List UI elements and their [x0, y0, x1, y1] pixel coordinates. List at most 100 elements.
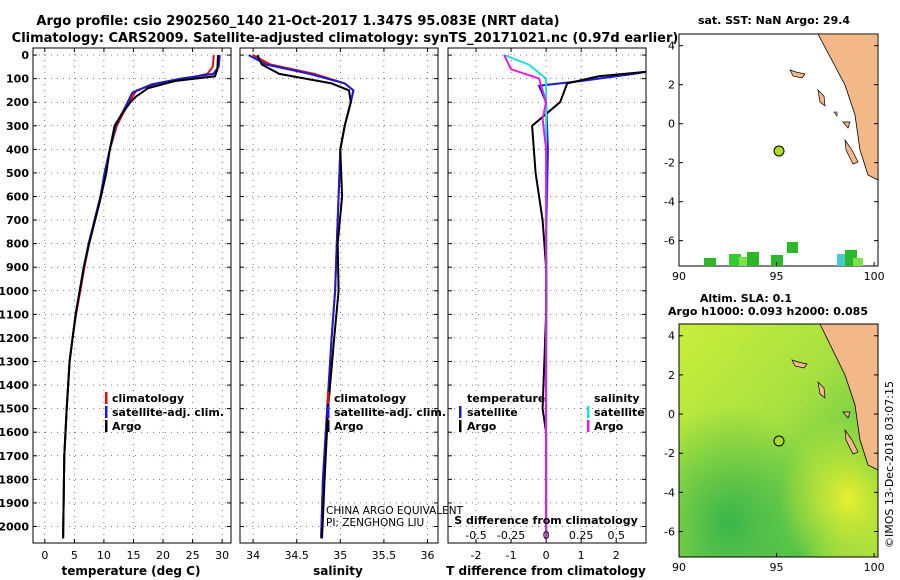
- series-line-climatology: [62, 54, 215, 539]
- depth-tick-label: 600: [6, 191, 29, 204]
- legend-label-climatology: climatology: [334, 392, 406, 405]
- map-y-tick-label: -6: [664, 526, 675, 539]
- legend-label-argo: Argo: [334, 420, 364, 433]
- s-tick-label: 0: [543, 529, 550, 542]
- s-difference-label: S difference from climatology: [454, 514, 638, 527]
- temperature-legend: climatology satellite-adj. clim. Argo: [105, 392, 224, 433]
- series-line-argo: [62, 55, 219, 539]
- legend-title-salinity: salinity: [594, 392, 640, 405]
- legend-swatch-argo: [327, 420, 330, 432]
- x-tick-label: 30: [215, 549, 229, 562]
- x-tick-label: 34: [246, 549, 260, 562]
- depth-tick-label: 1900: [0, 497, 29, 510]
- temperature-xlabel: temperature (deg C): [62, 564, 201, 578]
- depth-tick-label: 500: [6, 167, 29, 180]
- x-tick-label: 15: [126, 549, 140, 562]
- s-tick-label: 0.5: [607, 529, 625, 542]
- depth-tick-label: 1300: [0, 356, 29, 369]
- salinity-xlabel: salinity: [313, 564, 363, 578]
- legend-label-satellite: satellite-adj. clim.: [334, 406, 446, 419]
- siberut-island: [844, 428, 859, 455]
- sumatra-land: [817, 33, 879, 181]
- depth-tick-label: 900: [6, 261, 29, 274]
- legend-label-t-argo: Argo: [467, 420, 497, 433]
- sst-data-squares: [704, 242, 863, 266]
- temperature-panel-frame: [32, 47, 232, 544]
- legend-swatch-t-satellite: [459, 406, 462, 418]
- series-line-satellite-adj-clim-: [62, 54, 221, 539]
- salinity-annotation-2: PI: ZENGHONG LIU: [326, 517, 424, 529]
- siberut-island: [844, 138, 859, 165]
- legend-label-climatology: climatology: [112, 392, 184, 405]
- simeulue-island: [791, 359, 808, 369]
- map-x-tick-label: 100: [864, 561, 885, 574]
- profile-lines: [62, 54, 646, 539]
- legend-label-s-argo: Argo: [594, 420, 624, 433]
- nias-island: [817, 380, 826, 399]
- x-tick-label: -1: [506, 549, 517, 562]
- legend-swatch-argo: [105, 420, 108, 432]
- x-tick-label: 20: [156, 549, 170, 562]
- map-y-tick-label: -4: [664, 196, 675, 209]
- map-y-tick-label: -2: [664, 447, 675, 460]
- legend-swatch-t-argo: [459, 420, 462, 432]
- map-y-tick-label: -6: [664, 235, 675, 248]
- depth-tick-label: 800: [6, 238, 29, 251]
- map-x-tick-label: 95: [770, 270, 784, 283]
- salinity-panel-frame: [239, 47, 439, 544]
- map-y-tick-label: 4: [668, 330, 675, 343]
- series-line-salinity-satellite: [503, 54, 548, 539]
- x-tick-label: 0: [543, 549, 550, 562]
- s-tick-label: -0.5: [465, 529, 486, 542]
- x-tick-label: 35: [333, 549, 347, 562]
- series-line-temperature-argo: [531, 70, 646, 539]
- panel-x-tick-labels: 0 5 10 15 20 25 30 34 34.5 35 35.5 36 -2 -1 0 1 2: [41, 549, 619, 562]
- sst-map-ticks: 90 95 100 4 2 0 -2 -4 -6: [664, 40, 885, 283]
- map-y-tick-label: 2: [668, 369, 675, 382]
- sla-map-frame: [678, 323, 879, 558]
- legend-swatch-climatology: [105, 392, 108, 404]
- series-line-salinity-argo: [503, 54, 548, 539]
- legend-swatch-s-argo: [587, 420, 590, 432]
- map-y-tick-label: -2: [664, 157, 675, 170]
- depth-tick-label: 1000: [0, 285, 29, 298]
- legend-label-satellite: satellite-adj. clim.: [112, 406, 224, 419]
- x-tick-label: 5: [71, 549, 78, 562]
- x-tick-label: 36: [421, 549, 435, 562]
- legend-title-temperature: temperature: [467, 392, 545, 405]
- x-tick-label: 10: [97, 549, 111, 562]
- x-tick-label: 34.5: [284, 549, 309, 562]
- series-line-temperature-satellite: [537, 70, 646, 539]
- legend-swatch-satellite: [105, 406, 108, 418]
- series-line-argo: [256, 54, 352, 539]
- depth-tick-label: 100: [6, 73, 29, 86]
- legend-label-t-satellite: satellite: [467, 406, 518, 419]
- x-tick-label: -2: [471, 549, 482, 562]
- difference-legend: temperature satellite Argo salinity sate…: [459, 392, 645, 433]
- sst-square: [704, 258, 716, 266]
- sst-square: [729, 254, 741, 266]
- salinity-annotation-1: CHINA ARGO EQUIVALENT: [326, 505, 464, 517]
- x-tick-label: 35.5: [372, 549, 397, 562]
- legend-swatch-climatology: [327, 392, 330, 404]
- map-x-tick-label: 100: [864, 270, 885, 283]
- map-x-tick-label: 90: [672, 561, 686, 574]
- depth-tick-label: 1800: [0, 473, 29, 486]
- depth-tick-label: 300: [6, 120, 29, 133]
- depth-tick-label: 400: [6, 143, 29, 156]
- depth-tick-label: 700: [6, 214, 29, 227]
- s-tick-label: 0.25: [569, 529, 594, 542]
- legend-label-s-satellite: satellite: [594, 406, 645, 419]
- depth-tick-label: 1700: [0, 450, 29, 463]
- map-x-tick-label: 90: [672, 270, 686, 283]
- s-tick-label: -0.25: [497, 529, 525, 542]
- small-island: [833, 111, 838, 117]
- sst-square: [853, 258, 863, 266]
- title-line2: Climatology: CARS2009. Satellite-adjuste…: [12, 31, 679, 46]
- map-y-tick-label: -4: [664, 486, 675, 499]
- depth-tick-label: 0: [21, 49, 29, 62]
- simeulue-island: [789, 69, 806, 79]
- title-line1: Argo profile: csio 2902560_140 21-Oct-20…: [36, 14, 559, 29]
- sla-map-title-1: Altim. SLA: 0.1: [700, 292, 792, 305]
